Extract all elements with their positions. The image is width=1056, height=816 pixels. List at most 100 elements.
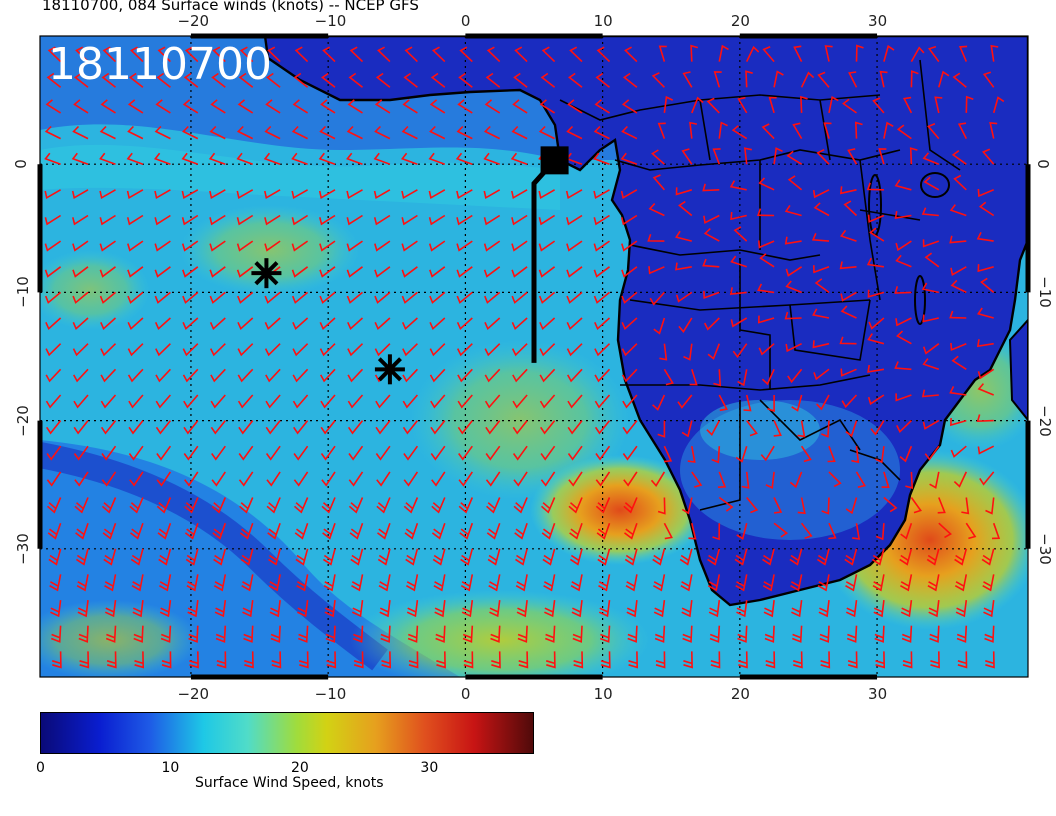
wind-barb — [800, 522, 813, 539]
wind-barb — [127, 291, 144, 304]
wind-barb — [75, 46, 89, 63]
wind-barb — [374, 291, 391, 304]
wind-barb — [321, 471, 336, 487]
wind-barb — [45, 99, 62, 114]
wind-barb — [881, 471, 890, 489]
wind-barb — [541, 46, 556, 63]
wind-barb — [211, 445, 226, 461]
wind-barb — [458, 497, 474, 514]
wind-barb — [349, 46, 364, 63]
wind-barb — [154, 240, 171, 252]
wind-barb — [46, 72, 62, 88]
colorbar-title: Surface Wind Speed, knots — [195, 775, 384, 791]
wind-barb — [622, 394, 638, 409]
wind-barb — [239, 522, 254, 540]
wind-barb — [456, 125, 473, 140]
wind-barb — [352, 625, 364, 643]
wind-barb — [811, 232, 830, 242]
wind-barb — [242, 600, 254, 618]
wind-barb — [347, 394, 364, 409]
wind-barb — [484, 343, 501, 357]
wind-barb — [867, 214, 885, 223]
wind-barb — [428, 152, 446, 165]
wind-barb — [828, 471, 842, 488]
wind-barb — [236, 152, 253, 165]
wind-barb — [540, 445, 556, 461]
wind-barb — [848, 71, 858, 88]
wind-barb — [730, 212, 747, 221]
wind-barb — [845, 574, 858, 592]
map-markers — [251, 146, 569, 385]
wind-barb — [652, 174, 666, 191]
wind-barb — [984, 625, 995, 643]
wind-barb — [296, 574, 309, 592]
wind-barb — [675, 291, 693, 303]
wind-barb — [99, 125, 116, 140]
wind-barb — [922, 343, 940, 355]
wind-barb — [921, 389, 939, 398]
wind-barb — [539, 99, 556, 114]
wind-barb — [514, 522, 528, 540]
wind-barb — [433, 574, 446, 592]
wind-barb — [184, 522, 199, 540]
wind-barb — [212, 46, 226, 63]
wind-barb — [949, 204, 967, 217]
wind-barb — [293, 420, 309, 435]
wind-barb — [593, 214, 610, 226]
wind-barb — [566, 125, 583, 140]
wind-barb — [211, 497, 227, 514]
wind-barb — [894, 286, 912, 294]
wind-barb — [965, 95, 974, 113]
colorbar-tick-label: 10 — [161, 760, 180, 776]
wind-barb — [653, 574, 666, 592]
wind-barb — [295, 548, 309, 566]
wind-barb — [265, 445, 281, 461]
wind-barb — [297, 600, 309, 618]
wind-barb — [950, 342, 967, 352]
wind-barb — [624, 548, 638, 566]
wind-barb — [977, 264, 994, 273]
wind-barb — [934, 96, 943, 114]
wind-barb — [401, 214, 418, 226]
wind-barb — [347, 343, 364, 357]
wind-barb — [950, 279, 967, 294]
wind-barb — [738, 651, 748, 669]
wind-barb — [773, 522, 789, 538]
wind-barb — [182, 125, 199, 140]
lon-tick-label-bottom: 0 — [460, 685, 471, 703]
frame-ticks — [37, 33, 1031, 680]
wind-barb — [894, 361, 912, 371]
wind-barb — [977, 368, 995, 380]
wind-barb — [154, 189, 171, 200]
wind-barb — [154, 317, 171, 331]
wind-barb — [72, 266, 89, 278]
wind-barb — [128, 420, 144, 435]
wind-barb — [991, 522, 1001, 540]
wind-barb — [791, 394, 803, 412]
wind-barb — [456, 317, 473, 331]
wind-barb — [758, 240, 775, 249]
wind-barb — [130, 522, 144, 540]
wind-barb — [456, 240, 473, 252]
wind-barb — [518, 651, 529, 669]
wind-barb — [291, 152, 308, 165]
wind-barb — [784, 236, 802, 245]
wind-barb — [216, 651, 227, 669]
wind-barb — [978, 201, 995, 217]
wind-barb — [875, 446, 885, 464]
wind-barb — [594, 317, 611, 331]
wind-barb — [710, 651, 721, 669]
wind-barb — [758, 343, 775, 356]
wind-barb — [429, 125, 446, 140]
wind-barb — [346, 240, 363, 252]
wind-barb — [511, 189, 528, 200]
wind-barb — [621, 99, 638, 114]
colorbar-tick-label: 0 — [36, 760, 45, 776]
wind-barb — [99, 291, 117, 304]
wind-barb — [621, 266, 638, 278]
wind-barb — [210, 368, 226, 383]
wind-barb — [895, 317, 912, 327]
wind-barb — [663, 445, 673, 463]
wind-barb — [408, 651, 419, 669]
wind-barb — [949, 310, 967, 319]
